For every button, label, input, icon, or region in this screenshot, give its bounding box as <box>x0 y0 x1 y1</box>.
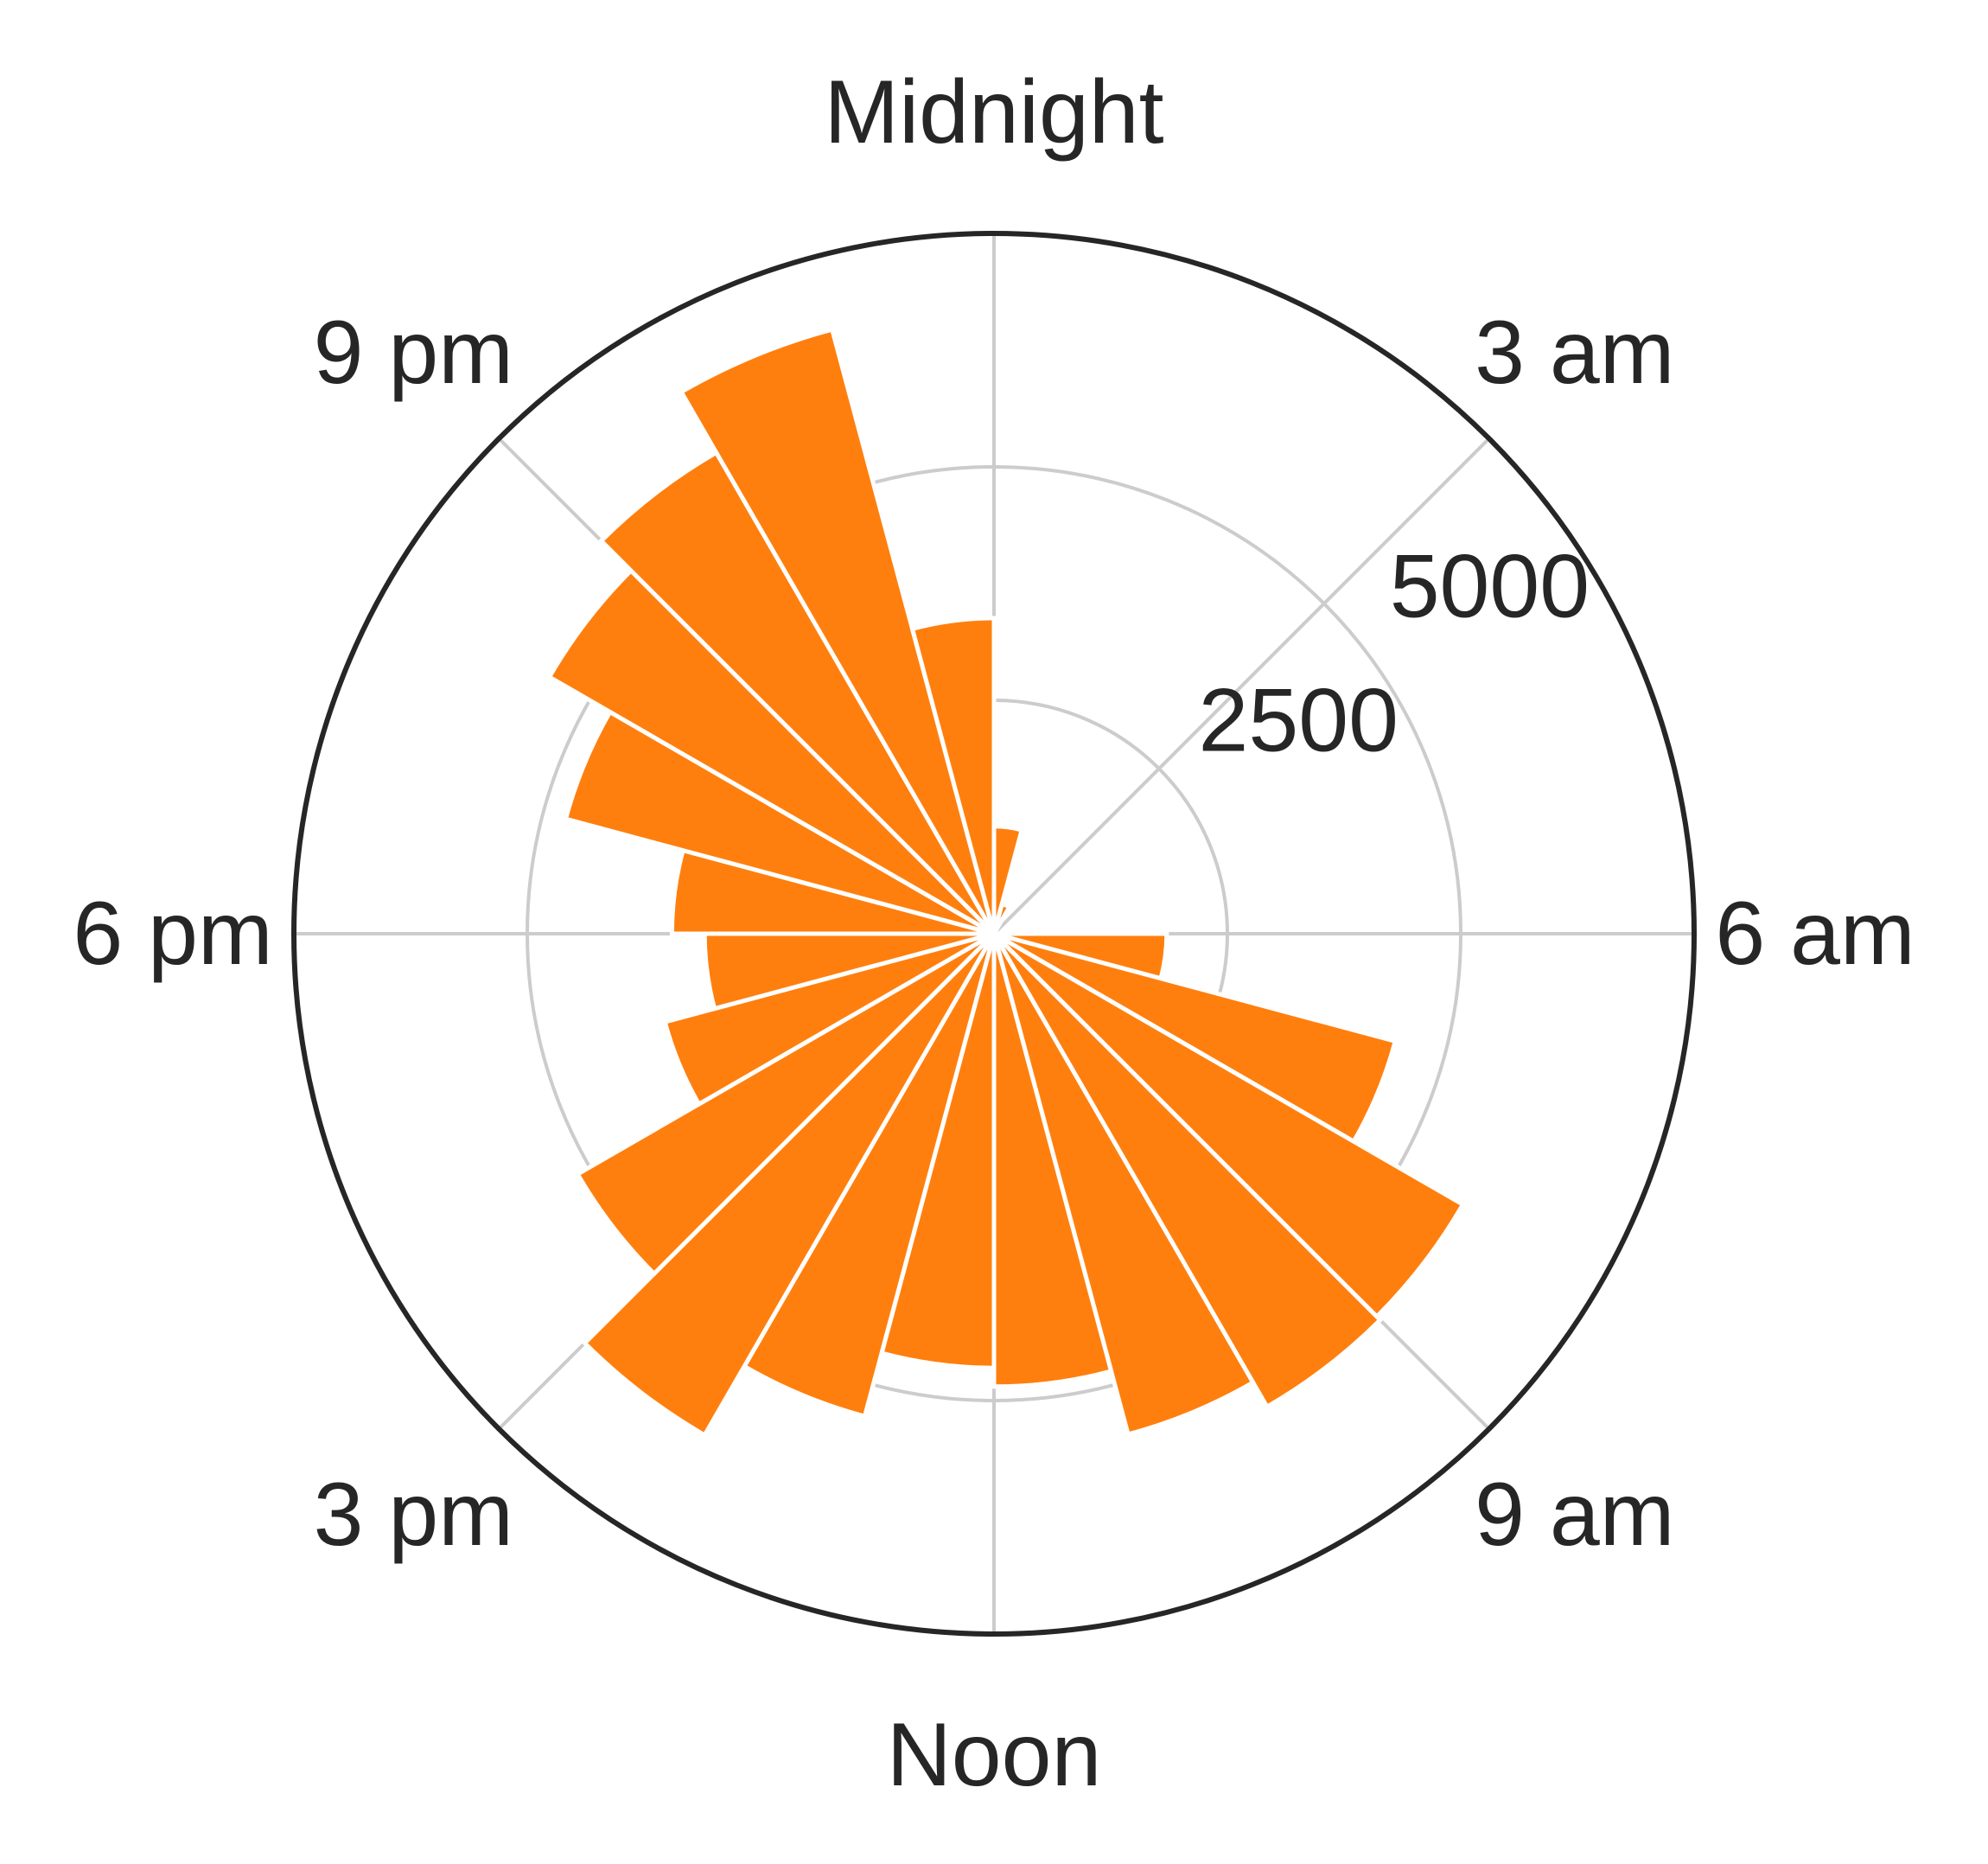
tick-labels: Midnight 3 am 6 am 9 am Noon 3 pm 6 pm 9 pm 2500… <box>73 62 1915 1805</box>
bar-hour-11 <box>991 933 1114 1389</box>
theta-label-0: Midnight <box>824 62 1163 163</box>
outer-frame <box>291 231 1697 1637</box>
theta-label-1: 3 am <box>1475 303 1674 403</box>
polar-frame <box>291 231 1697 1637</box>
radial-gridline <box>992 437 1491 935</box>
bars <box>546 326 1466 1439</box>
bar-hour-16 <box>662 931 996 1108</box>
r-label-2500: 2500 <box>1199 670 1399 770</box>
theta-label-4: Noon <box>887 1705 1102 1805</box>
bar-hour-9 <box>991 932 1384 1410</box>
bar-hour-23 <box>909 616 997 935</box>
ring-gridline-5000 <box>526 465 1462 1402</box>
theta-label-6: 6 pm <box>73 884 272 984</box>
theta-label-3: 9 am <box>1475 1465 1674 1565</box>
theta-label-5: 3 pm <box>314 1465 513 1565</box>
r-label-5000: 5000 <box>1390 536 1590 636</box>
bar-hour-1 <box>991 901 1013 935</box>
bar-hour-10 <box>991 932 1257 1438</box>
theta-label-7: 9 pm <box>314 303 513 403</box>
bar-hour-22 <box>678 326 997 935</box>
bar-hour-15 <box>574 931 996 1277</box>
bar-hour-14 <box>581 932 997 1439</box>
theta-label-2: 6 am <box>1715 884 1915 984</box>
